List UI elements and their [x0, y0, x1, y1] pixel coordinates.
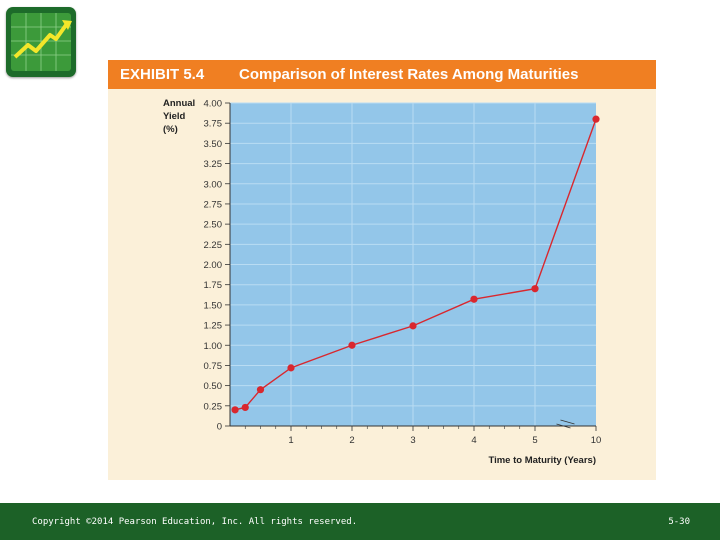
y-tick-label: 1.00 [204, 341, 223, 352]
x-tick-label: 3 [410, 435, 415, 446]
exhibit-title: Comparison of Interest Rates Among Matur… [239, 66, 579, 83]
exhibit-panel: 0 0.25 0.50 0.75 1.00 1.25 1.50 1.75 2.00 2.25 2.5… [108, 60, 656, 480]
y-tick-label: 3.00 [204, 179, 223, 190]
y-axis-label: Annual [163, 98, 195, 109]
yield-data-point [231, 406, 239, 414]
exhibit-label: EXHIBIT 5.4 [120, 66, 205, 83]
y-tick-label: 2.50 [204, 220, 223, 231]
y-tick-label: 1.75 [204, 280, 223, 291]
y-tick-label: 3.50 [204, 139, 223, 150]
yield-data-point [470, 295, 478, 303]
x-axis-break-marker [556, 419, 575, 429]
y-tick-label: 0.75 [204, 361, 223, 372]
x-tick-label: 4 [471, 435, 476, 446]
y-axis-label: (%) [163, 124, 178, 135]
y-tick-label: 0 [217, 422, 222, 433]
y-tick-label: 2.25 [204, 240, 223, 251]
x-tick-label: 10 [591, 435, 602, 446]
x-tick-label: 1 [288, 435, 293, 446]
y-tick-label: 2.75 [204, 199, 223, 210]
yield-curve-chart: 0 0.25 0.50 0.75 1.00 1.25 1.50 1.75 2.00 2.25 2.5… [163, 98, 602, 466]
y-tick-label: 1.25 [204, 321, 223, 332]
yield-data-point [241, 403, 249, 412]
growth-chart-icon [6, 7, 76, 77]
x-tick-label: 2 [349, 435, 354, 446]
copyright-notice: Copyright ©2014 Pearson Education, Inc. … [32, 517, 358, 527]
yield-data-point [256, 386, 265, 394]
y-tick-label: 3.25 [204, 159, 223, 170]
yield-data-point [592, 115, 600, 123]
y-tick-label: 0.25 [204, 401, 223, 412]
y-axis-label: Yield [163, 111, 186, 122]
yield-data-point [287, 364, 295, 372]
yield-data-point [531, 285, 539, 293]
x-axis-label: Time to Maturity (Years) [488, 455, 596, 466]
y-tick-label: 2.00 [204, 260, 223, 271]
y-tick-label: 3.75 [204, 119, 223, 130]
exhibit-title-bar: EXHIBIT 5.4 Comparison of Interest Rates… [108, 60, 656, 89]
y-tick-label: 4.00 [204, 99, 223, 110]
page-number: 5-30 [668, 517, 690, 527]
y-tick-label: 1.50 [204, 300, 223, 311]
x-tick-label: 5 [532, 435, 537, 446]
slide-footer: Copyright ©2014 Pearson Education, Inc. … [0, 503, 720, 540]
yield-data-point [348, 341, 356, 349]
y-tick-label: 0.50 [204, 381, 223, 392]
yield-data-point [409, 322, 417, 330]
